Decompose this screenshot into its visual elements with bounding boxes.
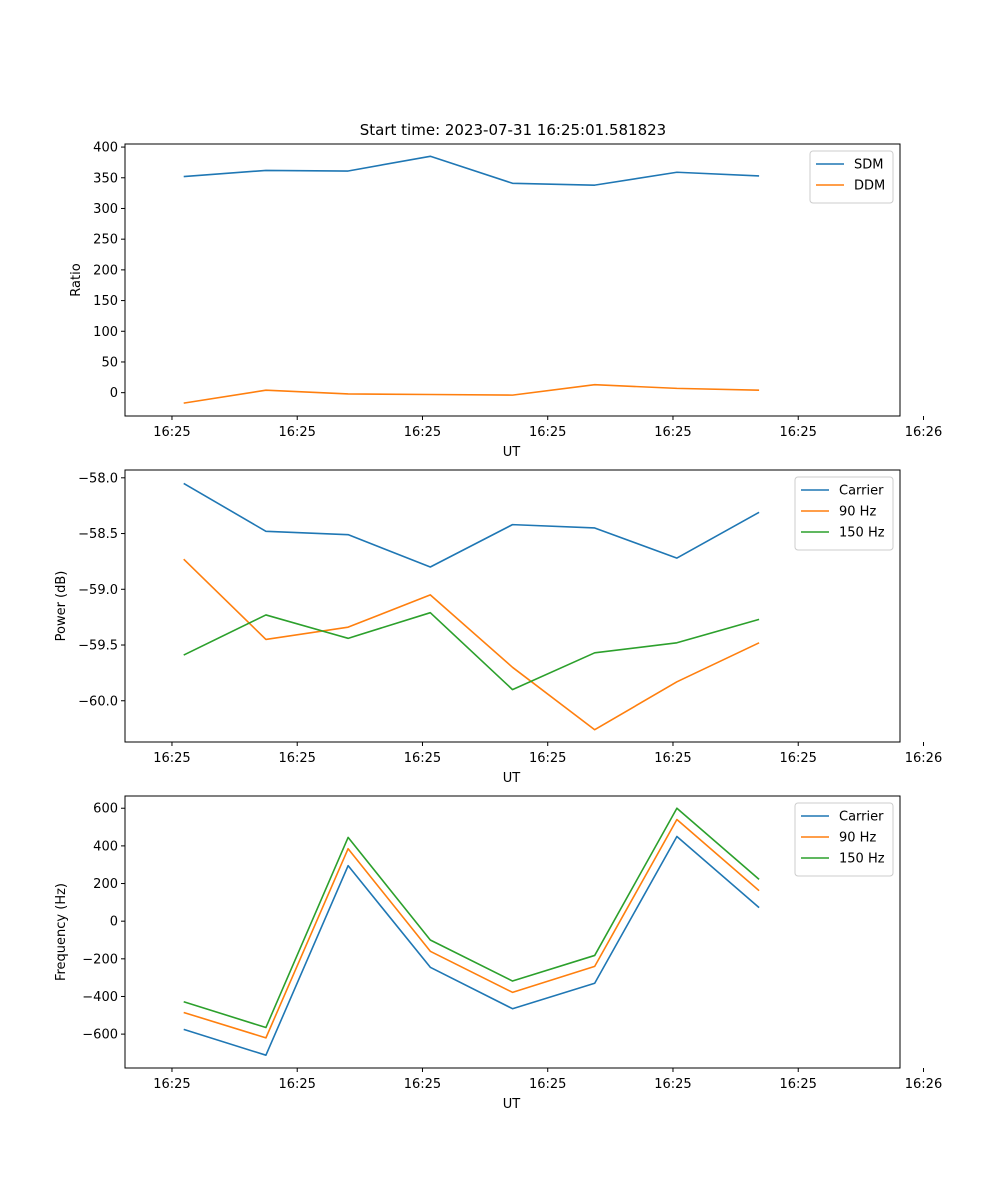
chart-1-x-tick-label: 16:25 <box>529 751 566 766</box>
chart-0-y-tick-label: 350 <box>93 171 118 186</box>
chart-1-x-tick-label: 16:26 <box>905 751 942 766</box>
chart-1-y-tick-label: −58.5 <box>78 527 118 542</box>
chart-0-x-axis-label: UT <box>503 445 521 460</box>
chart-0-x-tick-label: 16:25 <box>779 425 816 440</box>
chart-2-y-tick-label: −400 <box>82 990 118 1005</box>
chart-0-y-tick-label: 0 <box>110 386 118 401</box>
chart-2-y-tick-label: 400 <box>93 839 118 854</box>
chart-1-series-line-150-hz <box>183 611 760 691</box>
chart-1-y-tick-label: −60.0 <box>78 694 118 709</box>
chart-1-x-tick-label: 16:25 <box>404 751 441 766</box>
chart-0-y-tick-label: 50 <box>101 355 118 370</box>
chart-2-legend-label: 150 Hz <box>839 852 885 867</box>
chart-2-x-tick-label: 16:25 <box>278 1077 315 1092</box>
chart-2-y-axis-label: Frequency (Hz) <box>54 883 69 981</box>
chart-2-legend-label: Carrier <box>839 810 884 825</box>
chart-1-axes-frame <box>124 469 901 743</box>
chart-2-series-line-150-hz <box>183 807 760 1029</box>
chart-2-x-tick-label: 16:25 <box>404 1077 441 1092</box>
chart-2-y-tick-label: 600 <box>93 802 118 817</box>
chart-0-legend: SDM DDM <box>809 150 894 204</box>
chart-0-legend-label: SDM <box>854 158 883 173</box>
chart-0-y-tick-label: 100 <box>93 325 118 340</box>
chart-2-x-tick-label: 16:25 <box>654 1077 691 1092</box>
chart-2-series-group <box>183 807 760 1056</box>
chart-0-x-tick-label: 16:25 <box>529 425 566 440</box>
chart-0-x-tick-label: 16:26 <box>905 425 942 440</box>
subplot-ratio: 16:25 16:25 16:25 16:25 16:25 16:25 16:26 0 50 10… <box>69 141 942 460</box>
chart-2-axes-frame <box>124 795 901 1069</box>
chart-0-y-tick-label: 400 <box>93 141 118 156</box>
chart-0-y-tick-label: 200 <box>93 263 118 278</box>
chart-1-series-line-90-hz <box>183 558 760 731</box>
chart-0-legend-label: DDM <box>854 179 885 194</box>
chart-0-series-line-ddm <box>183 383 760 404</box>
chart-0-axes-frame <box>124 143 901 417</box>
chart-0-x-tick-label: 16:25 <box>153 425 190 440</box>
chart-0-series-line-sdm <box>183 155 760 186</box>
chart-1-y-tick-label: −59.0 <box>78 583 118 598</box>
chart-0-y-axis-label: Ratio <box>69 263 84 296</box>
chart-2-x-tick-label: 16:25 <box>529 1077 566 1092</box>
chart-1-x-tick-label: 16:25 <box>654 751 691 766</box>
chart-0-x-tick-label: 16:25 <box>278 425 315 440</box>
subplot-power: 16:25 16:25 16:25 16:25 16:25 16:25 16:26 −60.0… <box>54 469 942 786</box>
chart-2-y-tick-label: 0 <box>110 915 118 930</box>
chart-0-series-group <box>183 155 760 404</box>
chart-0-y-tick-label: 250 <box>93 233 118 248</box>
subplot-frequency: 16:25 16:25 16:25 16:25 16:25 16:25 16:26 −600 −… <box>54 795 942 1112</box>
chart-1-y-axis-label: Power (dB) <box>54 571 69 642</box>
chart-1-x-tick-label: 16:25 <box>153 751 190 766</box>
chart-2-x-tick-label: 16:25 <box>779 1077 816 1092</box>
chart-2-x-tick-label: 16:26 <box>905 1077 942 1092</box>
chart-2-y-tick-label: −200 <box>82 952 118 967</box>
chart-2-y-tick-label: −600 <box>82 1028 118 1043</box>
chart-2-x-tick-label: 16:25 <box>153 1077 190 1092</box>
chart-2-y-tick-label: 200 <box>93 877 118 892</box>
chart-1-legend-label: 90 Hz <box>839 505 876 520</box>
figure-title: Start time: 2023-07-31 16:25:01.581823 <box>360 121 666 139</box>
chart-1-y-tick-label: −59.5 <box>78 639 118 654</box>
chart-1-x-tick-label: 16:25 <box>278 751 315 766</box>
chart-2-legend-label: 90 Hz <box>839 831 876 846</box>
chart-1-legend-label: Carrier <box>839 484 884 499</box>
chart-0-x-tick-label: 16:25 <box>654 425 691 440</box>
chart-1-x-tick-label: 16:25 <box>779 751 816 766</box>
chart-0-y-tick-label: 300 <box>93 202 118 217</box>
chart-2-series-line-90-hz <box>183 818 760 1039</box>
chart-2-legend: Carrier 90 Hz 150 Hz <box>794 802 894 877</box>
chart-2-x-axis-label: UT <box>503 1097 521 1112</box>
chart-1-series-line-carrier <box>183 482 760 568</box>
chart-1-x-axis-label: UT <box>503 771 521 786</box>
chart-0-y-tick-label: 150 <box>93 294 118 309</box>
chart-1-legend: Carrier 90 Hz 150 Hz <box>794 476 894 551</box>
chart-2-series-line-carrier <box>183 835 760 1056</box>
chart-1-series-group <box>183 482 760 731</box>
chart-0-x-tick-label: 16:25 <box>404 425 441 440</box>
chart-1-legend-label: 150 Hz <box>839 526 885 541</box>
chart-1-y-tick-label: −58.0 <box>78 471 118 486</box>
